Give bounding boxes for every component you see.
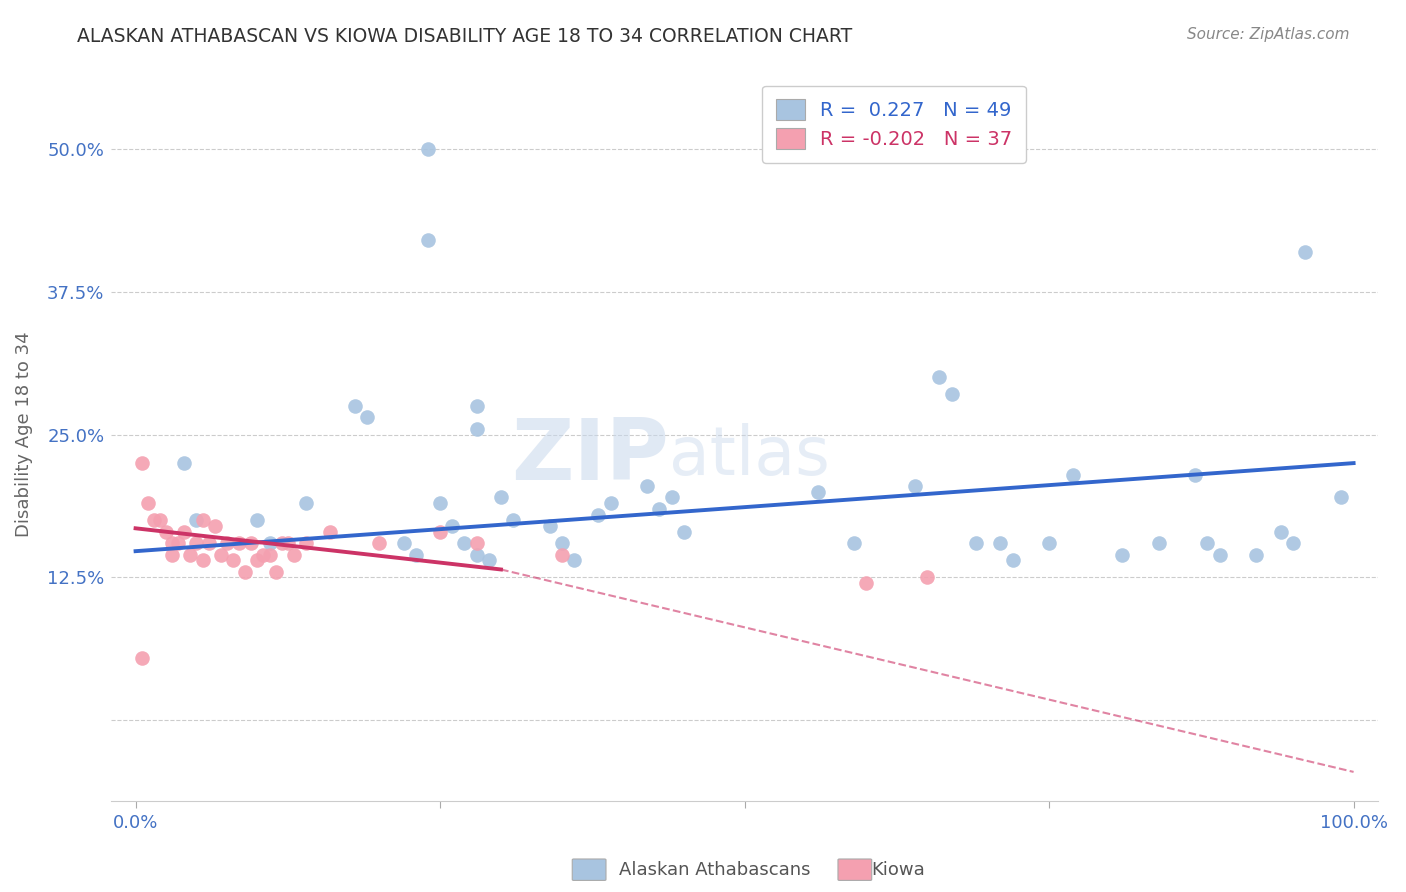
Point [160,536,183,550]
Point [1330,491,1353,505]
Point [228,536,250,550]
Point [277,536,299,550]
Point [179,548,201,562]
Point [453,536,475,550]
Point [167,536,190,550]
Point [264,565,287,579]
Point [240,536,263,550]
Point [1062,467,1084,482]
Point [186,536,208,550]
Point [502,513,524,527]
Point [672,524,695,539]
Point [149,513,172,527]
Point [588,508,610,522]
Point [1111,548,1133,562]
Point [136,496,159,510]
Point [405,548,427,562]
Point [259,548,281,562]
Point [1270,524,1292,539]
Point [844,536,866,550]
Point [489,491,512,505]
Text: ZIP: ZIP [510,415,669,498]
Text: ALASKAN ATHABASCAN VS KIOWA DISABILITY AGE 18 TO 34 CORRELATION CHART: ALASKAN ATHABASCAN VS KIOWA DISABILITY A… [77,27,852,45]
Point [551,536,574,550]
Point [259,536,281,550]
Point [1001,553,1024,567]
Point [917,570,939,584]
Point [551,548,574,562]
Point [807,484,830,499]
Point [191,553,214,567]
Point [416,233,439,247]
Point [191,513,214,527]
Point [928,370,950,384]
Point [429,524,451,539]
Point [215,536,238,550]
Point [465,548,488,562]
Point [343,399,366,413]
Text: Kiowa: Kiowa [872,861,925,879]
Point [636,479,658,493]
Text: atlas: atlas [669,424,830,490]
Point [1208,548,1230,562]
Point [904,479,927,493]
Point [222,553,245,567]
Point [319,524,342,539]
Point [1197,536,1219,550]
Point [295,536,318,550]
Point [441,519,464,533]
Point [1244,548,1267,562]
Point [599,496,621,510]
Point [368,536,391,550]
Point [1184,467,1206,482]
Point [173,456,195,470]
Point [465,422,488,436]
Point [131,650,153,665]
Point [965,536,987,550]
Point [233,565,256,579]
Point [478,553,501,567]
Point [270,536,292,550]
Point [648,501,671,516]
Text: Alaskan Athabascans: Alaskan Athabascans [619,861,810,879]
Point [562,553,585,567]
Point [283,548,305,562]
Point [988,536,1011,550]
Point [1294,244,1316,259]
Point [855,576,877,591]
Point [246,513,269,527]
Point [142,513,165,527]
Point [1281,536,1303,550]
Text: Source: ZipAtlas.com: Source: ZipAtlas.com [1187,27,1350,42]
Point [197,536,219,550]
Point [661,491,683,505]
Legend: R =  0.227   N = 49, R = -0.202   N = 37: R = 0.227 N = 49, R = -0.202 N = 37 [762,86,1026,163]
Point [429,496,451,510]
Point [356,410,378,425]
Point [1038,536,1060,550]
Point [465,536,488,550]
Point [186,513,208,527]
Point [173,524,195,539]
Point [416,142,439,156]
Point [204,519,226,533]
Point [246,553,269,567]
Point [160,548,183,562]
Y-axis label: Disability Age 18 to 34: Disability Age 18 to 34 [15,332,32,537]
Point [131,456,153,470]
Point [209,548,232,562]
Point [941,387,963,401]
Point [295,496,318,510]
Point [155,524,177,539]
Point [1147,536,1170,550]
Point [252,548,274,562]
Point [465,399,488,413]
Point [538,519,561,533]
Point [392,536,415,550]
